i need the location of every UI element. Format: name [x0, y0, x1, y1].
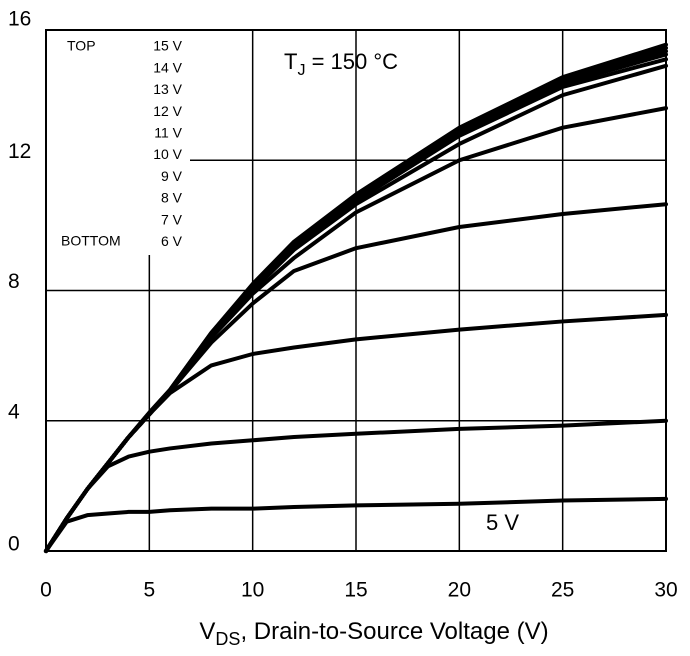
- x-label-rest: , Drain-to-Source Voltage (V): [240, 618, 548, 645]
- x-tick-label: 20: [448, 579, 471, 602]
- x-tick-label: 30: [654, 579, 677, 602]
- x-tick-label: 10: [241, 579, 264, 602]
- series-line: [44, 496, 668, 553]
- legend-entry: 9 V: [161, 168, 183, 184]
- legend-entry: 6 V: [161, 233, 183, 249]
- plot-frame: [45, 29, 667, 552]
- annotation-rest: = 150 °C: [305, 49, 398, 74]
- x-axis-label: VDS, Drain-to-Source Voltage (V): [199, 618, 548, 648]
- y-tick-label: 16: [8, 8, 31, 31]
- legend-bottom-label: BOTTOM: [61, 233, 121, 249]
- legend-entry: 11 V: [154, 125, 182, 141]
- y-tick-label: 8: [8, 270, 20, 293]
- legend-entry: 15 V: [153, 38, 182, 54]
- x-tick-label: 25: [551, 579, 574, 602]
- legend-top-label: TOP: [67, 38, 96, 54]
- x-tick-label: 5: [143, 579, 155, 602]
- curve-label: 5 V: [486, 510, 519, 535]
- annotation: TJ = 150 °C: [284, 49, 398, 79]
- legend-entry: 7 V: [161, 211, 183, 227]
- legend-entry: 14 V: [153, 59, 182, 75]
- x-tick-label: 0: [40, 579, 52, 602]
- legend-entry: 12 V: [153, 103, 182, 119]
- legend-entry: 13 V: [153, 81, 182, 97]
- x-label-main: V: [199, 618, 215, 645]
- legend-entry: 10 V: [153, 146, 182, 162]
- annotation-main: T: [284, 49, 297, 74]
- series-line: [44, 418, 668, 553]
- y-tick-label: 12: [8, 140, 31, 163]
- y-tick-label: 0: [8, 533, 20, 556]
- x-tick-label: 15: [344, 579, 367, 602]
- x-label-sub: DS: [215, 629, 240, 649]
- lines: [44, 42, 668, 553]
- y-tick-label: 4: [8, 400, 20, 423]
- legend-background: [47, 31, 190, 255]
- annotation-sub: J: [297, 62, 305, 79]
- legend-entry: 8 V: [161, 190, 183, 206]
